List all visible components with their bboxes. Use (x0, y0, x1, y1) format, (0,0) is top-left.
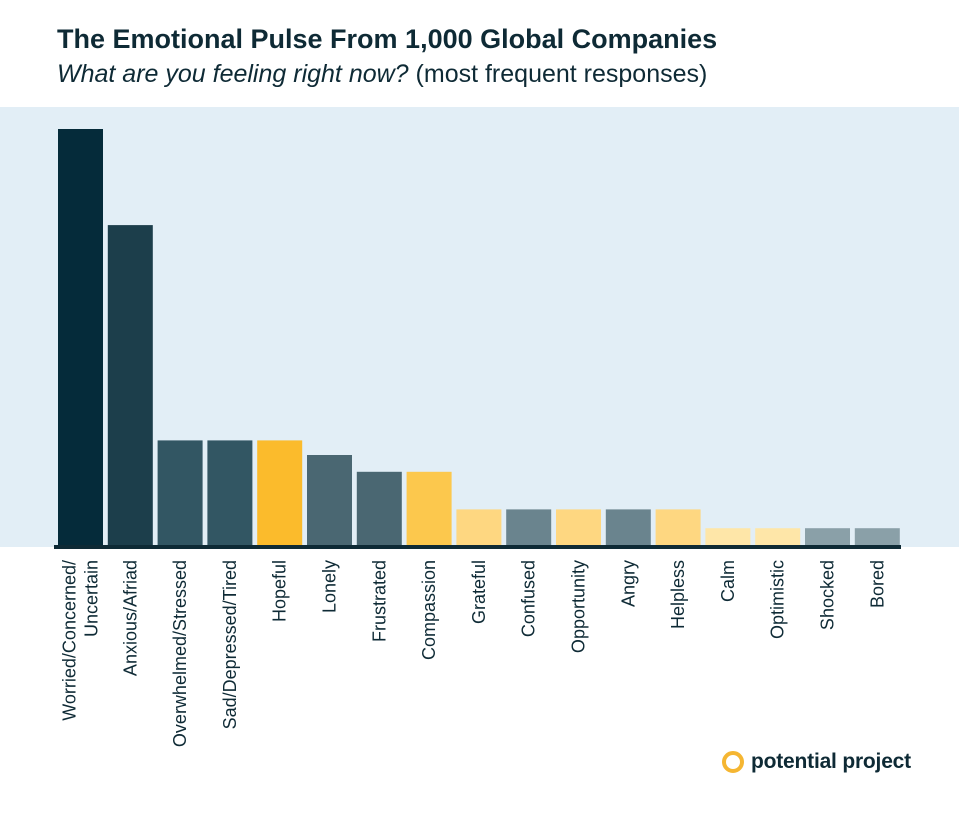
bar-6 (356, 471, 402, 547)
bar-12 (655, 509, 701, 547)
tick-label-14: Optimistic (768, 560, 788, 639)
tick-label-6: Frustrated (369, 560, 389, 642)
brand-name: potential project (751, 750, 911, 773)
tick-label-5: Lonely (320, 560, 340, 613)
bar-4 (257, 440, 303, 547)
tick-label-2: Overwhelmed/Stressed (170, 560, 190, 747)
bar-3 (207, 440, 253, 547)
bar-2 (157, 440, 203, 547)
tick-label-16: Bored (867, 560, 887, 608)
bar-10 (556, 509, 601, 547)
chart-subtitle: What are you feeling right now? (most fr… (57, 60, 707, 89)
tick-label-3: Sad/Depressed/Tired (220, 560, 240, 729)
bar-7 (406, 471, 452, 547)
tick-label-8: Grateful (469, 560, 489, 624)
tick-label-10: Opportunity (569, 560, 589, 653)
tick-labels-group: Worried/Concerned/Uncertain Anxious/Afria… (60, 560, 888, 747)
ring-logo-icon (722, 751, 744, 773)
tick-label-12: Helpless (668, 560, 688, 629)
tick-label-7: Compassion (419, 560, 439, 660)
bar-9 (506, 509, 552, 547)
tick-label-9: Confused (519, 560, 539, 637)
bar-14 (755, 528, 801, 547)
bars-group (58, 129, 900, 547)
bar-0 (58, 129, 103, 547)
tick-label-11: Angry (618, 560, 638, 607)
bar-11 (605, 509, 651, 547)
bar-13 (705, 528, 751, 547)
chart-title: The Emotional Pulse From 1,000 Global Co… (57, 24, 718, 54)
subtitle-question: What are you feeling right now? (57, 60, 409, 88)
bar-8 (456, 509, 502, 547)
brand-logo: potential project (722, 750, 911, 774)
bar-1 (107, 225, 153, 547)
bar-15 (805, 528, 850, 547)
bar-16 (854, 528, 900, 547)
tick-label-15: Shocked (818, 560, 838, 630)
tick-label-1: Anxious/Afriad (120, 560, 140, 676)
tick-label-13: Calm (718, 560, 738, 602)
subtitle-note: (most frequent responses) (408, 60, 708, 88)
tick-label-0-line-1: Uncertain (82, 560, 102, 637)
bar-5 (307, 455, 352, 547)
tick-label-4: Hopeful (270, 560, 290, 622)
tick-label-0-line-0: Worried/Concerned/ (60, 560, 80, 721)
